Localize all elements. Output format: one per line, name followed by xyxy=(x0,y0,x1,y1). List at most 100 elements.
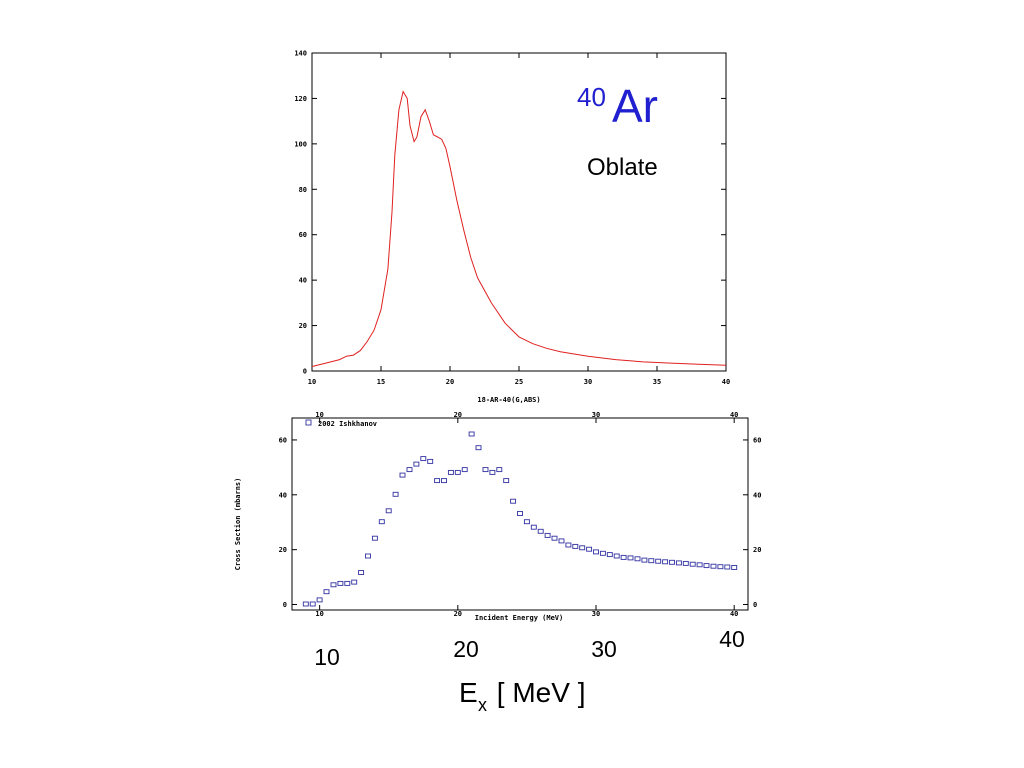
top-chart: 10 15 20 25 30 35 40 0 20 40 60 80 100 120 140 18-AR-… xyxy=(294,50,730,405)
bottom-data-point xyxy=(669,559,675,565)
shape-label: Oblate xyxy=(587,154,658,181)
top-y-tick-label: 140 xyxy=(294,50,307,58)
bottom-data-point xyxy=(551,535,558,541)
bottom-data-point xyxy=(461,467,468,473)
bottom-data-point xyxy=(572,543,579,549)
bottom-data-point xyxy=(620,554,627,560)
legend-marker xyxy=(305,419,312,426)
bottom-x-tick-label: 40 xyxy=(730,610,738,618)
top-x-tick-label: 25 xyxy=(515,378,523,386)
bottom-data-point xyxy=(627,555,634,561)
bottom-data-point xyxy=(613,553,620,559)
bottom-y-ticks: 0 0 20 20 40 40 60 60 xyxy=(279,436,762,609)
bottom-data-point xyxy=(682,560,689,566)
bottom-y-tick-label-right: 20 xyxy=(753,546,761,554)
bottom-data-point xyxy=(523,519,530,525)
bottom-data-point xyxy=(530,524,537,530)
slide-energy-tick: 40 xyxy=(719,626,745,652)
bottom-data-point xyxy=(510,498,517,504)
bottom-data-point xyxy=(441,478,447,484)
bottom-data-point xyxy=(468,431,475,437)
top-x-ticks: 10 15 20 25 30 35 40 xyxy=(308,53,730,386)
bottom-x-tick-label: 30 xyxy=(592,610,600,618)
bottom-y-tick-label-right: 40 xyxy=(753,491,761,499)
bottom-y-tick-label: 40 xyxy=(279,491,287,499)
slide-axis-label-unit: [ MeV ] xyxy=(489,677,585,708)
bottom-data-point xyxy=(489,469,496,475)
top-chart-frame xyxy=(311,52,727,372)
bottom-data-point xyxy=(579,545,586,551)
bottom-y-tick-label-right: 60 xyxy=(753,436,761,444)
bottom-x-tick-label-top: 20 xyxy=(454,411,462,419)
bottom-data-point xyxy=(309,601,316,607)
bottom-data-point xyxy=(655,558,662,564)
bottom-data-point xyxy=(565,542,572,548)
bottom-y-tick-label: 60 xyxy=(279,436,287,444)
bottom-data-point xyxy=(371,535,378,541)
top-absorption-curve xyxy=(311,90,727,367)
bottom-x-axis-label: Incident Energy (MeV) xyxy=(475,614,564,622)
slide-axis-label: E x [ MeV ] xyxy=(459,677,585,715)
bottom-data-point xyxy=(420,456,427,462)
bottom-y-tick-label: 0 xyxy=(283,601,287,609)
bottom-data-point xyxy=(482,467,489,473)
bottom-x-tick-label: 20 xyxy=(454,610,462,618)
bottom-data-point xyxy=(385,508,392,514)
bottom-data-point xyxy=(358,570,365,575)
bottom-data-point xyxy=(724,564,731,570)
top-x-axis-label: 18-AR-40(G,ABS) xyxy=(477,396,540,404)
bottom-x-tick-label-top: 30 xyxy=(592,411,600,419)
bottom-data-point xyxy=(344,580,351,586)
top-x-tick-label: 10 xyxy=(308,378,316,386)
bottom-data-point xyxy=(634,556,641,562)
bottom-data-point xyxy=(675,560,682,566)
bottom-y-axis-label: Cross Section (mbarns) xyxy=(234,478,242,571)
slide-energy-tick: 30 xyxy=(591,636,617,662)
bottom-chart: 10 10 20 20 30 30 40 40 0 0 20 20 40 40 60 60 Incident… xyxy=(234,411,761,622)
bottom-data-point xyxy=(399,472,406,478)
bottom-data-point xyxy=(593,549,599,555)
bottom-data-point xyxy=(337,580,344,586)
top-y-tick-label: 40 xyxy=(299,277,307,285)
bottom-data-point xyxy=(323,589,330,595)
bottom-data-point xyxy=(731,565,738,570)
bottom-data-point xyxy=(606,552,613,558)
top-x-tick-label: 30 xyxy=(584,378,592,386)
bottom-data-point xyxy=(496,467,503,473)
bottom-data-point xyxy=(434,478,441,484)
bottom-data-point xyxy=(717,564,724,570)
bottom-data-point xyxy=(378,519,385,525)
bottom-data-point xyxy=(662,559,669,565)
bottom-x-ticks: 10 10 20 20 30 30 40 40 xyxy=(315,411,738,618)
top-y-tick-label: 80 xyxy=(299,186,307,194)
bottom-data-point xyxy=(641,557,648,563)
slide-energy-ticks: 10 20 30 40 xyxy=(314,626,745,670)
bottom-data-point xyxy=(316,597,323,603)
legend: 2002 Ishkhanov xyxy=(305,419,377,428)
bottom-data-point xyxy=(696,562,703,568)
slide-energy-tick: 20 xyxy=(453,636,479,662)
top-y-tick-label: 120 xyxy=(294,95,307,103)
top-x-tick-label: 15 xyxy=(377,378,385,386)
nucleus-title: 40 Ar xyxy=(577,80,658,132)
bottom-data-point xyxy=(537,528,544,534)
nucleus-symbol: Ar xyxy=(612,80,658,132)
bottom-data-point xyxy=(365,553,371,559)
bottom-data-point xyxy=(406,467,413,473)
bottom-data-point xyxy=(517,511,523,516)
bottom-data-point xyxy=(302,601,309,607)
bottom-data-point xyxy=(586,546,593,552)
bottom-data-point xyxy=(454,469,461,475)
top-y-ticks: 0 20 40 60 80 100 120 140 xyxy=(294,50,726,376)
bottom-data-point xyxy=(413,461,420,467)
slide-axis-label-sub: x xyxy=(478,695,487,715)
bottom-x-tick-label: 10 xyxy=(315,610,323,618)
top-y-tick-label: 100 xyxy=(294,140,307,148)
bottom-chart-frame xyxy=(291,417,749,611)
bottom-data-point xyxy=(689,561,696,567)
bottom-data-point xyxy=(392,491,399,497)
bottom-y-tick-label-right: 0 xyxy=(753,601,757,609)
bottom-data-point xyxy=(648,558,655,564)
slide-axis-label-main: E xyxy=(459,677,478,708)
